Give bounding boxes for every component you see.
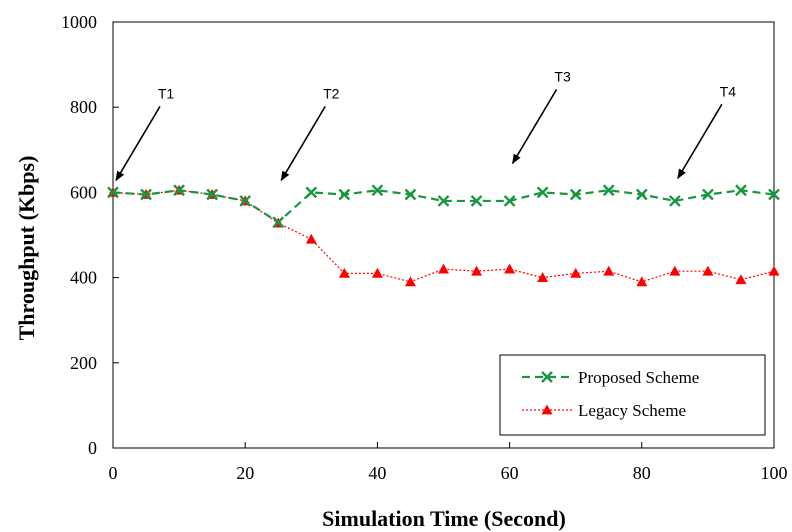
proposed-scheme-point — [140, 188, 152, 201]
proposed-scheme-point — [173, 184, 185, 197]
legend-marker — [541, 371, 553, 383]
y-axis-title: Throughput (Kbps) — [14, 156, 39, 341]
series-layer — [107, 184, 780, 287]
legacy-scheme-point — [669, 265, 681, 276]
legend-item-proposed-scheme: Proposed Scheme — [522, 368, 699, 387]
proposed-scheme-point — [338, 188, 351, 201]
x-tick-label: 60 — [501, 463, 519, 483]
legacy-scheme-point — [570, 267, 582, 278]
x-tick-label: 80 — [633, 463, 651, 483]
y-tick-label: 0 — [88, 438, 97, 458]
legacy-scheme-point — [371, 267, 383, 278]
proposed-scheme-point — [735, 184, 747, 197]
proposed-scheme-point — [602, 184, 615, 197]
legacy-scheme-point — [305, 233, 317, 244]
proposed-scheme-point — [569, 188, 582, 201]
x-tick-label: 40 — [368, 463, 386, 483]
y-tick-label: 800 — [70, 97, 97, 117]
legend: Proposed Scheme Legacy Scheme — [499, 354, 766, 436]
proposed-scheme-point — [239, 195, 252, 207]
t4-label: T4 — [720, 83, 737, 99]
legacy-scheme-point — [768, 265, 780, 276]
legend-marker — [541, 404, 553, 415]
proposed-scheme-point — [669, 195, 681, 207]
x-tick-label: 20 — [236, 463, 254, 483]
proposed-scheme-point — [702, 188, 714, 201]
y-tick-label: 1000 — [61, 12, 97, 32]
proposed-scheme-series — [107, 184, 780, 229]
x-tick-label: 0 — [109, 463, 118, 483]
plot-border — [112, 21, 775, 449]
t1-label: T1 — [158, 85, 175, 101]
proposed-scheme-point — [371, 184, 384, 197]
legacy-scheme-point — [504, 263, 516, 274]
legacy-scheme-point — [471, 265, 483, 276]
legacy-scheme-point — [702, 265, 714, 276]
proposed-scheme-point — [272, 216, 285, 229]
t1-arrow — [115, 105, 161, 182]
legacy-scheme-point — [404, 276, 416, 287]
legacy-scheme-point — [537, 272, 549, 282]
proposed-scheme-point — [503, 195, 516, 207]
t4-arrow — [677, 103, 723, 180]
legacy-scheme-point — [438, 263, 449, 274]
legacy-scheme-point — [603, 265, 615, 276]
proposed-scheme-point — [404, 188, 417, 201]
proposed-scheme-point — [635, 188, 648, 201]
t2-label: T2 — [323, 85, 340, 101]
y-axis: 0 200 400 600 800 1000 — [61, 12, 119, 458]
proposed-scheme-line — [112, 189, 775, 224]
proposed-scheme-point — [768, 188, 780, 201]
proposed-scheme-point — [470, 195, 483, 207]
plot-area — [112, 21, 775, 449]
x-tick-label: 100 — [761, 463, 788, 483]
legend-label: Proposed Scheme — [578, 368, 699, 387]
t3-arrow — [511, 88, 558, 165]
y-tick-label: 600 — [70, 182, 97, 202]
proposed-scheme-point — [305, 186, 318, 199]
proposed-scheme-point — [107, 186, 119, 199]
legacy-scheme-point — [735, 274, 747, 285]
t2-arrow — [280, 105, 326, 182]
x-axis: 0 20 40 60 80 100 — [109, 442, 788, 483]
t3-label: T3 — [554, 68, 571, 84]
x-axis-title: Simulation Time (Second) — [322, 506, 566, 531]
proposed-scheme-point — [437, 195, 450, 207]
legend-label: Legacy Scheme — [578, 401, 686, 420]
legacy-scheme-point — [338, 267, 350, 278]
annotations: T1 T2 T3 T4 — [115, 68, 737, 182]
legend-box — [499, 354, 766, 436]
proposed-scheme-point — [206, 188, 218, 201]
proposed-scheme-point — [536, 186, 549, 199]
y-tick-label: 200 — [70, 353, 97, 373]
legend-item-legacy-scheme: Legacy Scheme — [522, 401, 686, 420]
legacy-scheme-point — [636, 276, 648, 287]
y-tick-label: 400 — [70, 268, 97, 288]
